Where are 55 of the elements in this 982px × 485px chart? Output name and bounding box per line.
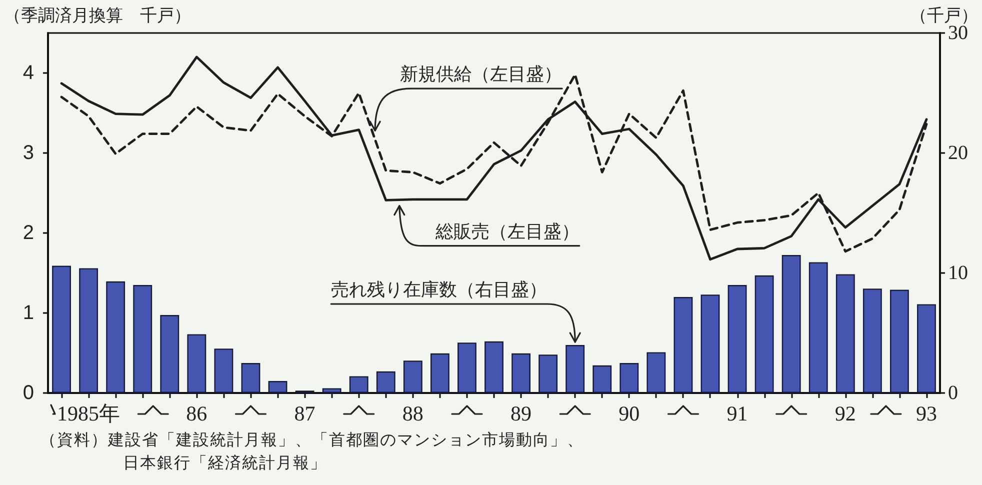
bar bbox=[79, 268, 98, 393]
bar bbox=[349, 376, 368, 393]
x-tick-label: 91 bbox=[726, 402, 748, 426]
text: （資料）建設省「建設統計月報」、「首都圏のマンション市場動向」、 bbox=[40, 429, 584, 451]
series-label: 総販売（左目盛） bbox=[434, 221, 580, 242]
bar bbox=[754, 275, 774, 393]
y-tick-label: 3 bbox=[22, 142, 34, 164]
bar bbox=[728, 285, 747, 393]
bar bbox=[458, 342, 476, 393]
bar bbox=[376, 371, 396, 393]
series-label: 新規供給（左目盛） bbox=[400, 64, 562, 86]
bar bbox=[646, 352, 666, 393]
text: 日本銀行「経済統計月報」 bbox=[122, 452, 328, 474]
bar bbox=[862, 288, 882, 393]
y2-tick-label: 0 bbox=[948, 382, 958, 404]
bar bbox=[106, 281, 126, 393]
x-tick-label: 88 bbox=[402, 402, 424, 426]
y-tick-label: 0 bbox=[22, 382, 34, 404]
y-tick-label: 4 bbox=[22, 62, 34, 84]
x-tick-label: 87 bbox=[294, 402, 316, 426]
y2-tick-label: 20 bbox=[948, 142, 968, 164]
x-tick-label: 93 bbox=[916, 402, 937, 426]
x-tick-label: 1985年 bbox=[57, 402, 120, 426]
text: 売れ残り在庫数（右目盛） bbox=[331, 280, 548, 300]
x-tick-label: 86 bbox=[186, 402, 208, 426]
x-tick-label: 89 bbox=[510, 402, 532, 426]
bar bbox=[782, 255, 801, 393]
bar bbox=[133, 285, 152, 393]
bar bbox=[836, 274, 855, 393]
bar bbox=[322, 388, 342, 393]
y-axis-title: （季調済月換算 千戸） bbox=[4, 5, 191, 27]
bar bbox=[674, 297, 693, 393]
bar bbox=[214, 348, 234, 393]
bar bbox=[268, 381, 288, 393]
bar bbox=[808, 262, 828, 393]
y2-tick-label: 10 bbox=[948, 262, 968, 284]
bar bbox=[241, 363, 260, 393]
bar bbox=[52, 266, 71, 393]
bar bbox=[538, 354, 558, 393]
bar bbox=[512, 353, 530, 393]
x-tick-label: 92 bbox=[834, 402, 856, 426]
bar bbox=[620, 363, 639, 393]
bar bbox=[890, 290, 909, 393]
bar bbox=[917, 304, 936, 393]
x-tick-label: 90 bbox=[618, 402, 640, 426]
bar bbox=[566, 345, 585, 393]
bar bbox=[187, 334, 206, 393]
bar bbox=[592, 365, 612, 393]
y-tick-label: 2 bbox=[22, 222, 34, 244]
bar bbox=[403, 360, 422, 393]
bar bbox=[430, 353, 450, 393]
bar bbox=[160, 315, 180, 393]
bar bbox=[484, 341, 504, 393]
bar bbox=[700, 294, 720, 393]
y-tick-label: 1 bbox=[22, 302, 34, 324]
